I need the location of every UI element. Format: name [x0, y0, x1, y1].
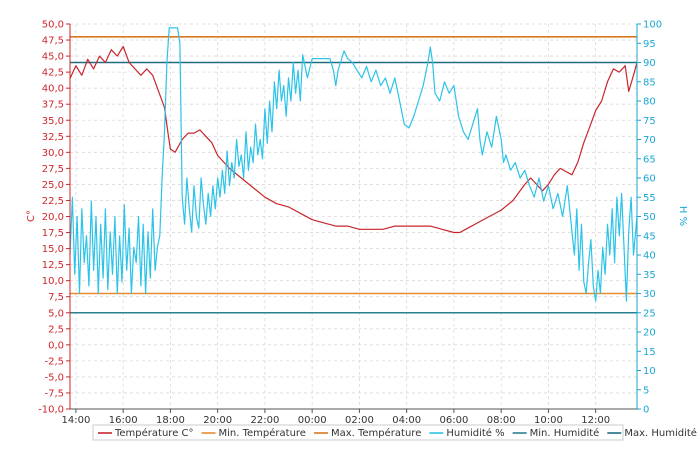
series-area — [69, 27, 638, 314]
left-axis-title: C° — [26, 210, 37, 222]
right-tick-labels: 1009590858075706560555045403530252015105… — [637, 20, 662, 416]
left-tick-label: 0,0 — [48, 340, 64, 351]
legend-item-min-temperature: Min. Température — [201, 427, 306, 439]
left-tick-label: 25,0 — [42, 180, 64, 191]
left-tick-label: -5,0 — [44, 372, 64, 383]
right-tick-label: 100 — [643, 20, 662, 31]
x-tick-label: 06:00 — [439, 415, 468, 426]
right-tick-label: 10 — [643, 366, 656, 377]
right-tick-label: 35 — [643, 270, 656, 281]
x-tick-label: 16:00 — [109, 415, 138, 426]
left-tick-label: 22,5 — [42, 196, 64, 207]
x-tick-label: 12:00 — [581, 415, 610, 426]
x-tick-label: 14:00 — [61, 415, 90, 426]
left-tick-label: 10,0 — [42, 276, 64, 287]
right-tick-label: 40 — [643, 251, 656, 262]
x-tick-labels: 14:00 16:00 18:00 20:00 22:00 00:00 02:00 04:00… — [61, 409, 610, 426]
right-tick-label: 65 — [643, 154, 656, 165]
left-tick-label: 42,5 — [42, 68, 64, 79]
left-tick-label: 27,5 — [42, 164, 64, 175]
right-tick-label: 25 — [643, 308, 656, 319]
legend-frame — [92, 424, 624, 441]
right-tick-label: 95 — [643, 39, 656, 50]
left-tick-label: 32,5 — [42, 132, 64, 143]
left-tick-label: -2,5 — [44, 356, 64, 367]
left-tick-label: -7,5 — [44, 388, 64, 399]
right-tick-label: 15 — [643, 347, 656, 358]
right-tick-label: 45 — [643, 231, 656, 242]
right-tick-label: 70 — [643, 135, 656, 146]
x-tick-label: 10:00 — [534, 415, 563, 426]
x-tick-label: 04:00 — [392, 415, 421, 426]
series-temperature-c-line — [69, 45, 638, 234]
right-tick-label: 30 — [643, 289, 656, 300]
x-tick-label: 18:00 — [156, 415, 185, 426]
grid — [70, 23, 637, 410]
right-tick-label: 0 — [643, 405, 649, 416]
right-tick-label: 60 — [643, 174, 656, 185]
x-tick-label: 00:00 — [298, 415, 327, 426]
left-tick-label: 30,0 — [42, 148, 64, 159]
left-tick-label: 2,5 — [48, 324, 64, 335]
right-tick-label: 75 — [643, 116, 656, 127]
legend-item-max-humidite: Max. Humidité — [607, 427, 697, 439]
x-tick-label: 22:00 — [250, 415, 279, 426]
right-tick-label: 5 — [643, 385, 649, 396]
right-tick-label: 50 — [643, 212, 656, 223]
left-tick-label: 37,5 — [42, 100, 64, 111]
left-tick-label: 15,0 — [42, 244, 64, 255]
left-tick-label: -10,0 — [38, 405, 64, 416]
left-tick-label: 40,0 — [42, 84, 64, 95]
legend-item-min-humidite: Min. Humidité — [512, 427, 600, 439]
legend-item-temperature-c: Température C° — [98, 427, 194, 439]
left-tick-label: 12,5 — [42, 260, 64, 271]
legend-item-humidite: Humidité % — [429, 427, 505, 439]
series-humidite-line — [69, 27, 638, 302]
left-tick-label: 47,5 — [42, 36, 64, 47]
left-tick-label: 17,5 — [42, 228, 64, 239]
left-tick-label: 7,5 — [48, 292, 64, 303]
right-tick-label: 90 — [643, 58, 656, 69]
left-tick-label: 20,0 — [42, 212, 64, 223]
left-tick-label: 50,0 — [42, 20, 64, 31]
left-tick-label: 45,0 — [42, 52, 64, 63]
legend-label: Max. Température — [331, 427, 421, 439]
legend-label: Humidité % — [446, 427, 504, 439]
x-tick-label: 20:00 — [203, 415, 232, 426]
legend-label: Min. Humidité — [530, 427, 600, 439]
legend: Température C° Min. Température Max. Tempé… — [92, 424, 697, 441]
legend-label: Max. Humidité — [624, 427, 697, 439]
legend-label: Min. Température — [219, 427, 306, 439]
left-tick-label: 5,0 — [48, 308, 64, 319]
x-tick-label: 08:00 — [487, 415, 516, 426]
legend-label: Température C° — [114, 427, 194, 439]
legend-item-max-temperature: Max. Température — [313, 427, 421, 439]
left-tick-labels: 50,0 47,5 45,0 42,5 40,0 37,5 35,0 32,5 30,0 27,5… — [38, 20, 70, 416]
right-tick-label: 85 — [643, 77, 656, 88]
left-tick-label: 35,0 — [42, 116, 64, 127]
right-tick-label: 20 — [643, 328, 656, 339]
right-axis-title: H % — [677, 206, 688, 226]
right-tick-label: 55 — [643, 193, 656, 204]
x-tick-label: 02:00 — [345, 415, 374, 426]
right-tick-label: 80 — [643, 97, 656, 108]
